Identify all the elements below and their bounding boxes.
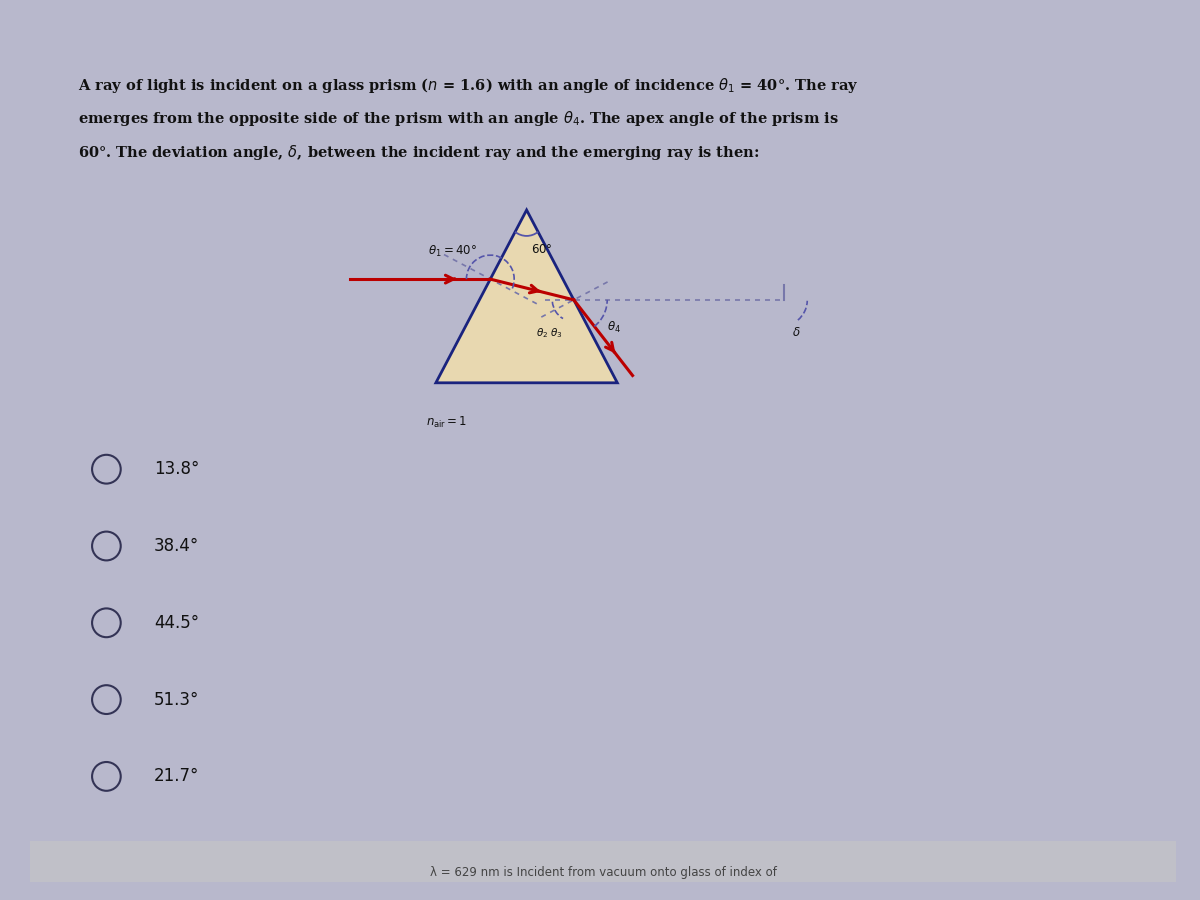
Text: 51.3°: 51.3°: [154, 690, 199, 708]
Text: emerges from the opposite side of the prism with an angle $\theta_4$. The apex a: emerges from the opposite side of the pr…: [78, 109, 839, 128]
Text: 44.5°: 44.5°: [154, 614, 199, 632]
Text: λ = 629 nm is Incident from vacuum onto glass of index of: λ = 629 nm is Incident from vacuum onto …: [430, 866, 776, 879]
Text: $\theta_1 = 40°$: $\theta_1 = 40°$: [428, 244, 478, 259]
Text: 21.7°: 21.7°: [154, 768, 199, 786]
Polygon shape: [436, 210, 617, 382]
Text: 38.4°: 38.4°: [154, 537, 199, 555]
Text: $\theta_2\ \theta_3$: $\theta_2\ \theta_3$: [535, 327, 563, 340]
Text: $\delta$: $\delta$: [792, 327, 800, 339]
Text: A ray of light is incident on a glass prism ($n$ = 1.6) with an angle of inciden: A ray of light is incident on a glass pr…: [78, 76, 858, 94]
FancyBboxPatch shape: [28, 841, 1178, 895]
Text: 60°. The deviation angle, $\delta$, between the incident ray and the emerging ra: 60°. The deviation angle, $\delta$, betw…: [78, 143, 760, 162]
Text: $n_{\rm air}=1$: $n_{\rm air}=1$: [426, 415, 468, 430]
Text: $\theta_4$: $\theta_4$: [607, 320, 622, 335]
Text: 13.8°: 13.8°: [154, 460, 199, 478]
Text: $60°$: $60°$: [532, 243, 553, 256]
